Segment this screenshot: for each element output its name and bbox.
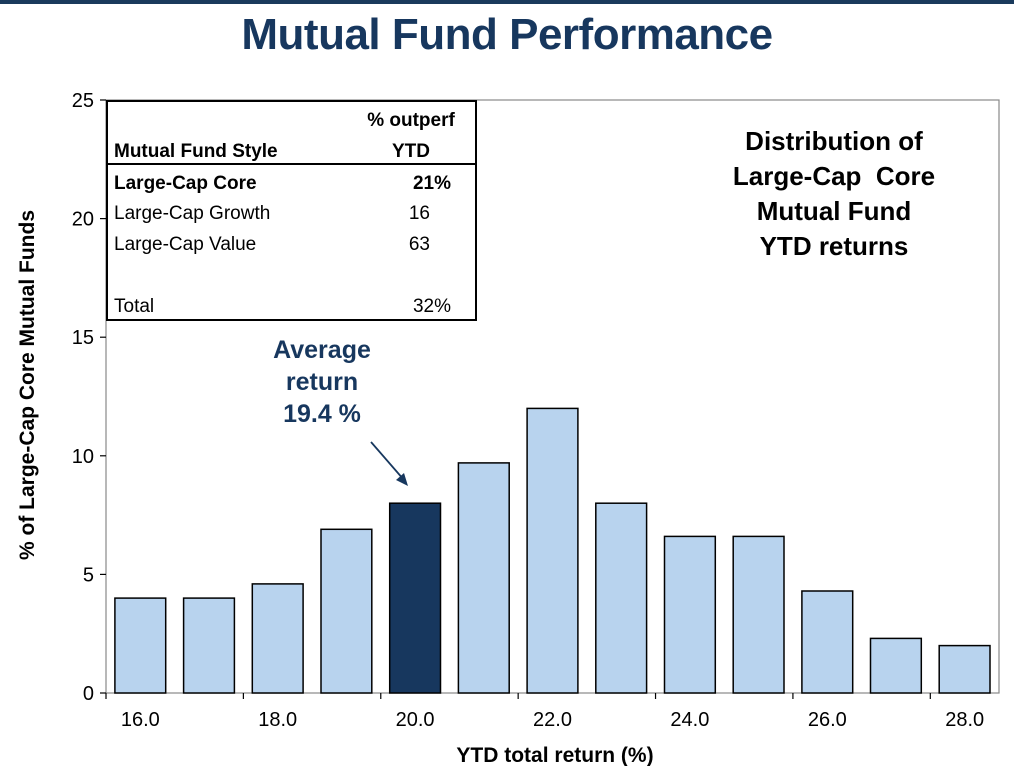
x-tick-label: 24.0 — [670, 709, 709, 731]
bar — [732, 535, 785, 694]
distribution-line: Distribution of — [745, 126, 923, 156]
bars-group — [114, 407, 991, 694]
distribution-line: Large-Cap Core — [733, 161, 935, 191]
bar — [114, 597, 167, 694]
y-axis-label: % of Large-Cap Core Mutual Funds — [16, 210, 39, 560]
table-header-style: Mutual Fund Style — [114, 141, 278, 162]
y-tick-label: 5 — [83, 564, 94, 586]
top-rule — [0, 0, 1014, 4]
y-tick-label: 0 — [83, 683, 94, 705]
average-line: Average — [273, 336, 371, 364]
bar — [457, 462, 510, 694]
y-tick-label: 20 — [72, 209, 94, 231]
bar — [320, 528, 373, 694]
bar — [251, 583, 304, 694]
y-tick-label: 10 — [72, 446, 94, 468]
y-tick-label: 25 — [72, 90, 94, 112]
bar — [869, 637, 923, 694]
table-row-style: Large-Cap Core — [114, 173, 257, 194]
table-row-value: 16 — [409, 203, 430, 224]
bar — [595, 502, 648, 694]
table-header-ytd: YTD — [392, 141, 430, 162]
x-tick-label: 28.0 — [945, 709, 984, 731]
x-axis: 16.0 18.0 20.0 22.0 24.0 26.0 28.0 — [105, 693, 984, 731]
page-title: Mutual Fund Performance — [241, 10, 773, 59]
table-row-value: 63 — [409, 234, 430, 255]
distribution-line: Mutual Fund — [757, 196, 912, 226]
x-tick-label: 26.0 — [808, 709, 847, 731]
table-total-value: 32% — [413, 296, 451, 317]
bar — [663, 535, 717, 694]
distribution-line: YTD returns — [760, 231, 909, 261]
y-axis: 0 5 10 15 20 25 — [72, 90, 106, 705]
x-tick-label: 22.0 — [533, 709, 572, 731]
average-arrow-icon — [370, 441, 405, 481]
x-tick-label: 16.0 — [121, 709, 160, 731]
average-line: return — [286, 368, 358, 396]
x-tick-label: 18.0 — [258, 709, 297, 731]
table-header-outperf: % outperf — [367, 110, 455, 131]
distribution-annotation: Distribution of Large-Cap Core Mutual Fu… — [733, 126, 935, 261]
bar-highlight — [388, 502, 442, 694]
y-tick-label: 15 — [72, 327, 94, 349]
average-line: 19.4 % — [283, 400, 361, 428]
average-arrowhead-icon — [396, 473, 408, 486]
average-annotation: Average return 19.4 % — [273, 336, 408, 486]
table-row-value: 21% — [413, 173, 451, 194]
outperformance-table: % outperf YTD Mutual Fund Style Large-Ca… — [106, 100, 477, 321]
bar — [938, 644, 991, 694]
bar — [526, 407, 579, 694]
x-tick-label: 20.0 — [396, 709, 435, 731]
table-frame — [106, 100, 477, 321]
table-row-style: Large-Cap Value — [114, 234, 256, 255]
x-axis-label: YTD total return (%) — [456, 744, 653, 766]
table-row-style: Large-Cap Growth — [114, 203, 270, 224]
bar — [182, 597, 236, 694]
table-total-label: Total — [114, 296, 154, 317]
bar — [801, 590, 854, 694]
